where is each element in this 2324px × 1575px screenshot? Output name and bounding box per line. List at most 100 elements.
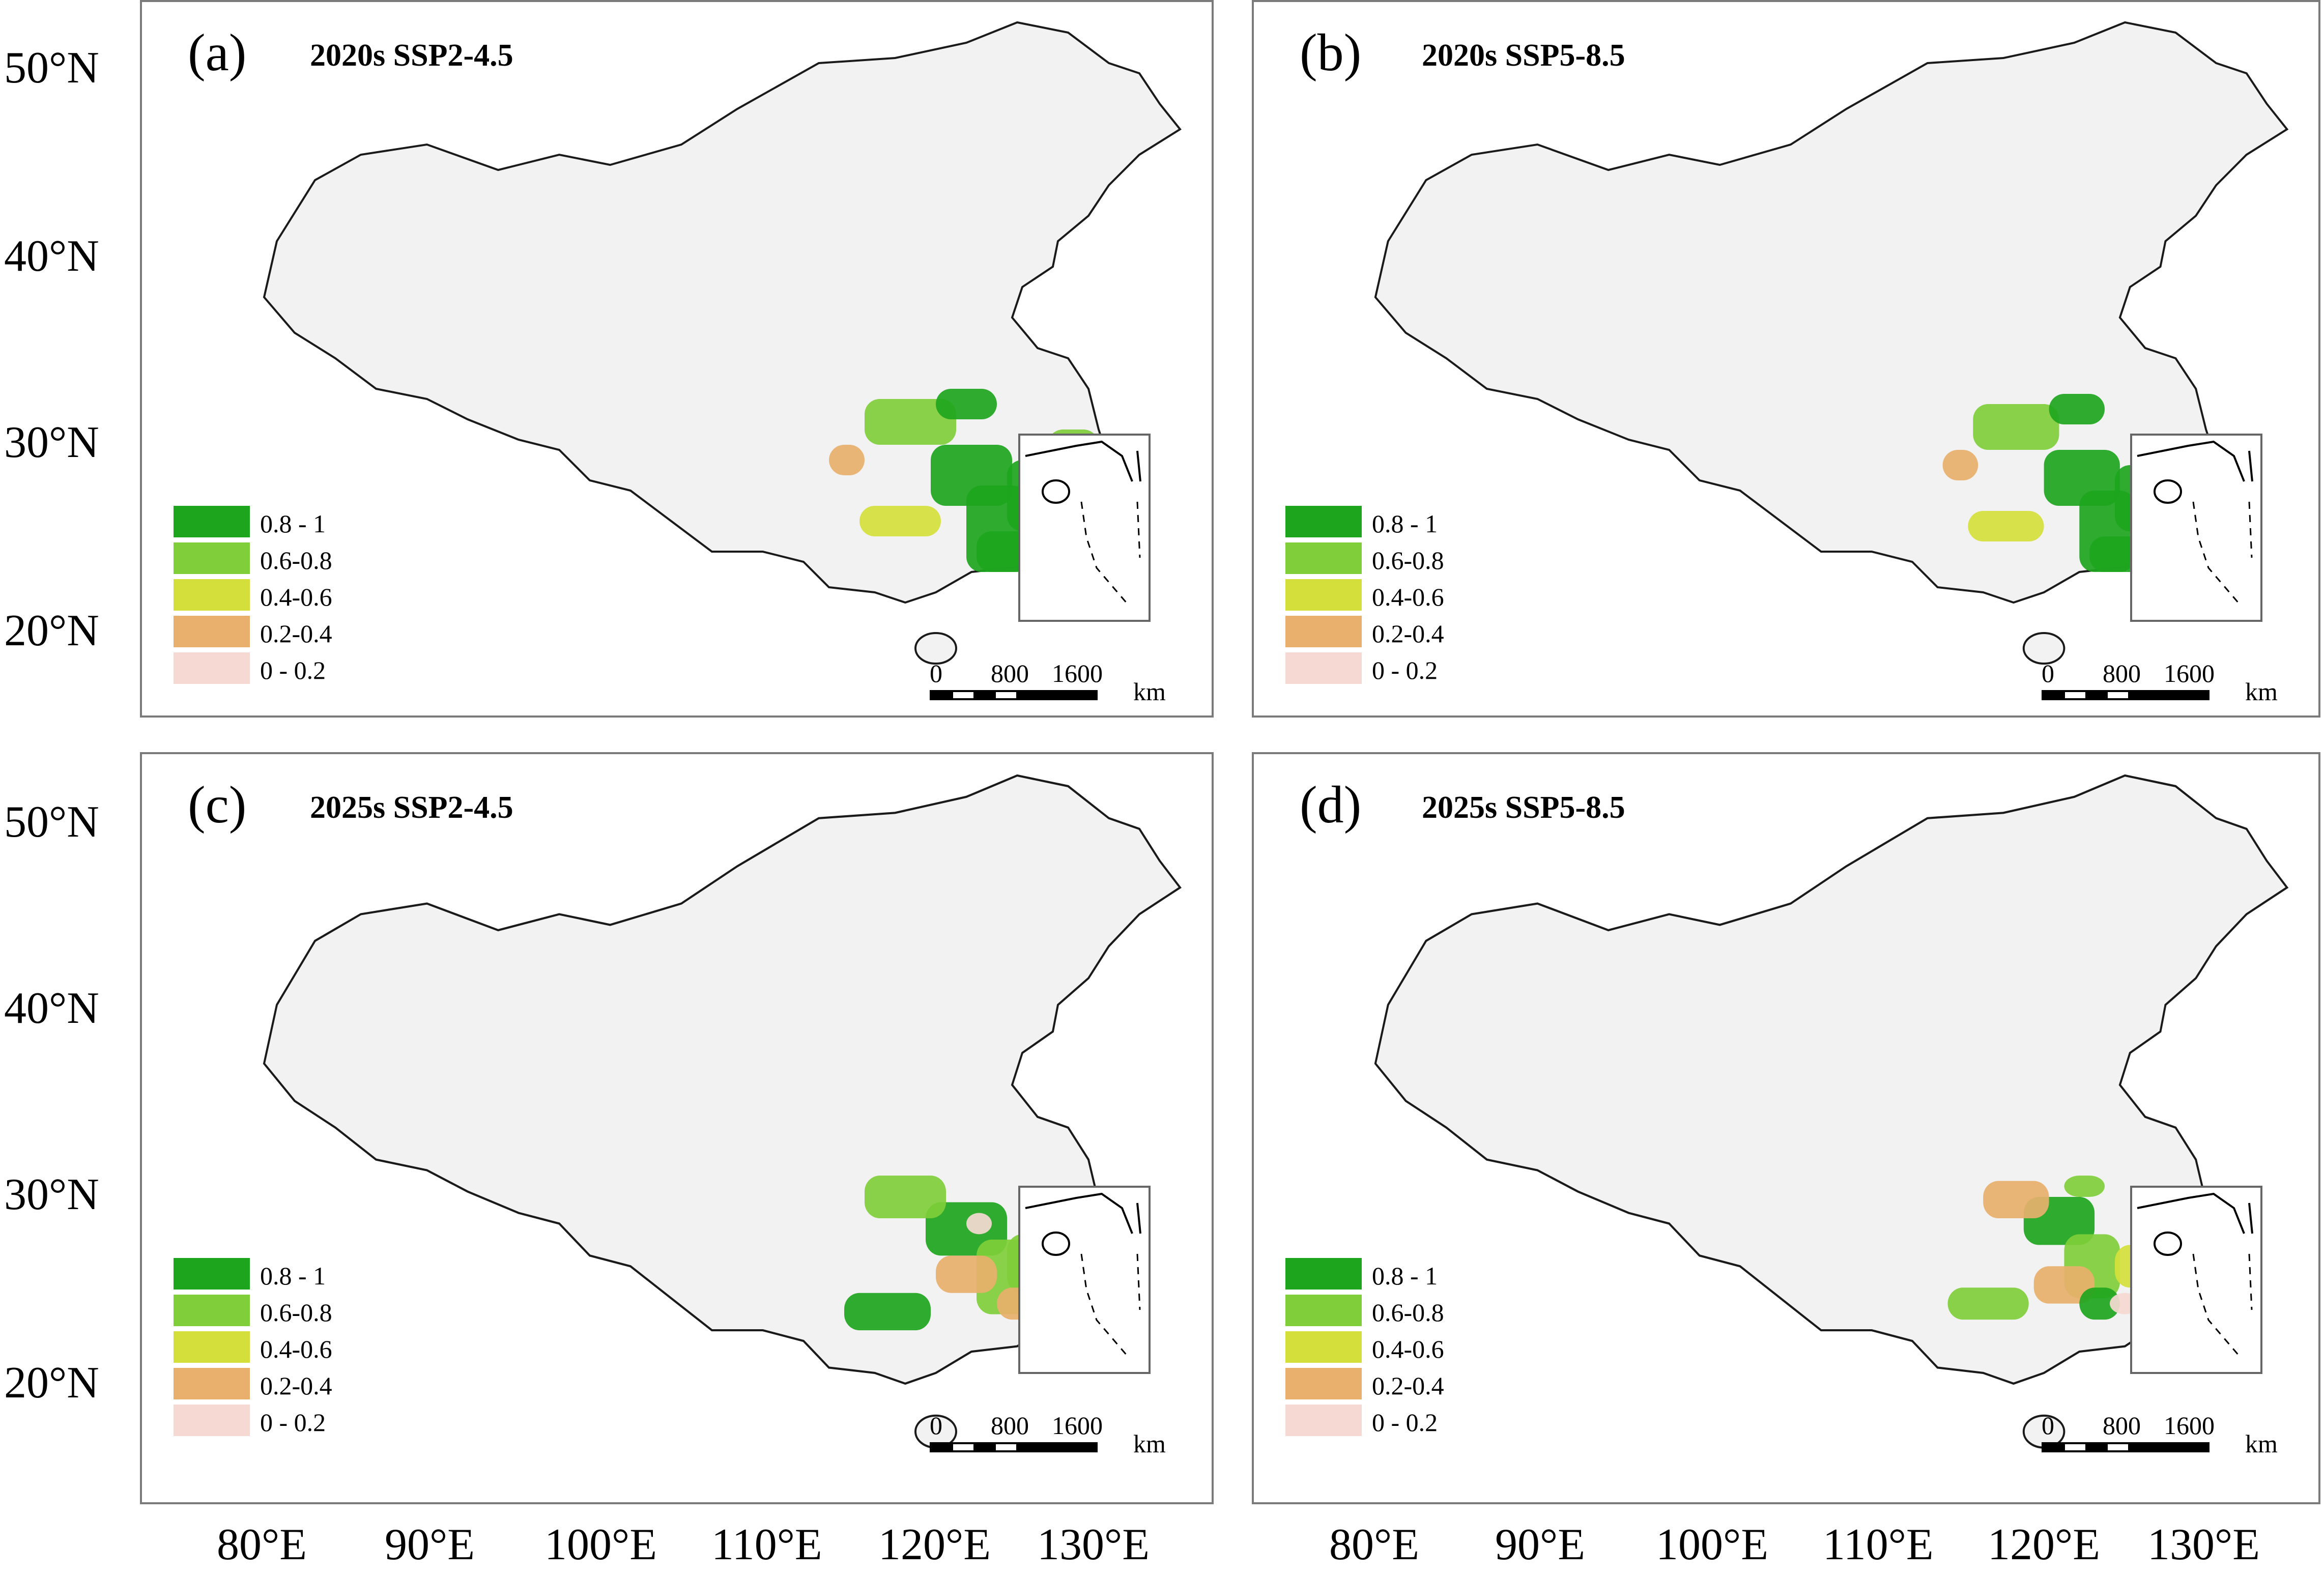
panel-letter-a: (a): [188, 23, 247, 82]
hainan-island-a: [914, 632, 957, 665]
suitability-patch-c-3: [936, 1255, 997, 1293]
legend-label-b-4: 0 - 0.2: [1372, 656, 1438, 684]
scale-bar-segment-2-a: [996, 692, 1016, 698]
legend-swatch-c-2: [174, 1331, 250, 1363]
inset-drawing-b: [2137, 440, 2253, 604]
suitability-patch-c-4: [844, 1293, 931, 1331]
suitability-patch-d-2: [1983, 1181, 2049, 1218]
scale-tick-800-d: 800: [2103, 1411, 2141, 1440]
lat-label-30-bottom: 30°N: [4, 1170, 99, 1219]
panel-a: (a) 2020s SSP2-4.5 0.8 - 1 0.6-0.8 0.4-0.6 0.…: [140, 0, 1214, 718]
scale-unit-a: km: [1133, 677, 1166, 706]
legend-swatch-c-4: [174, 1405, 250, 1436]
inset-map-c: [1018, 1186, 1151, 1374]
scale-tick-800-b: 800: [2103, 659, 2141, 688]
legend-swatch-d-0: [1285, 1258, 1362, 1290]
legend-swatch-c-1: [174, 1295, 250, 1326]
lat-label-40-top: 40°N: [4, 232, 99, 281]
lon-label-90-left: 90°E: [385, 1520, 475, 1569]
panel-title-a: 2020s SSP2-4.5: [310, 38, 513, 73]
suitability-patch-c-8: [966, 1213, 992, 1235]
legend-label-c-3: 0.2-0.4: [260, 1371, 332, 1400]
scale-tick-800-c: 800: [991, 1411, 1029, 1440]
legend-swatch-a-1: [174, 542, 250, 574]
legend-swatch-b-2: [1285, 579, 1362, 611]
scale-bar-b: 0 800 1600 km: [2042, 658, 2278, 715]
suitability-patch-d-4: [1947, 1287, 2029, 1320]
scale-tick-1600-a: 1600: [1052, 659, 1103, 688]
scale-bar-segment-1-b: [2065, 692, 2085, 698]
scale-unit-c: km: [1133, 1429, 1166, 1458]
lon-label-120-left: 120°E: [878, 1520, 991, 1569]
legend-swatch-b-3: [1285, 616, 1362, 647]
lat-label-30-top: 30°N: [4, 418, 99, 467]
legend-swatch-c-0: [174, 1258, 250, 1290]
panel-letter-c: (c): [188, 776, 247, 834]
inset-map-a: [1018, 434, 1151, 622]
legend-swatch-b-0: [1285, 506, 1362, 537]
inset-drawing-a: [1025, 440, 1141, 604]
suitability-patch-d-5: [2079, 1287, 2120, 1320]
panel-title-d: 2025s SSP5-8.5: [1422, 790, 1625, 825]
legend-label-b-2: 0.4-0.6: [1372, 583, 1444, 611]
suitability-patch-a-6: [859, 506, 941, 536]
lon-label-100-left: 100°E: [544, 1520, 657, 1569]
lon-label-80-right: 80°E: [1329, 1520, 1419, 1569]
legend-label-c-1: 0.6-0.8: [260, 1298, 332, 1327]
legend-swatch-d-3: [1285, 1368, 1362, 1399]
lon-label-130-left: 130°E: [1037, 1520, 1150, 1569]
legend-label-c-2: 0.4-0.6: [260, 1335, 332, 1363]
suitability-patch-a-11: [936, 389, 997, 419]
legend-label-b-0: 0.8 - 1: [1372, 509, 1438, 538]
scale-tick-1600-c: 1600: [1052, 1411, 1103, 1440]
lon-label-100-right: 100°E: [1656, 1520, 1768, 1569]
suitability-patch-b-11: [2049, 394, 2105, 424]
legend-label-d-2: 0.4-0.6: [1372, 1335, 1444, 1363]
scale-tick-0-c: 0: [930, 1411, 942, 1440]
lon-label-80-left: 80°E: [217, 1520, 307, 1569]
panel-letter-b: (b): [1300, 23, 1362, 82]
scale-bar-segment-1-c: [953, 1444, 973, 1450]
scale-bar-segment-2-d: [2108, 1444, 2128, 1450]
legend-label-c-0: 0.8 - 1: [260, 1262, 326, 1290]
lon-label-110-left: 110°E: [711, 1520, 822, 1569]
legend-label-d-0: 0.8 - 1: [1372, 1262, 1438, 1290]
legend-swatch-a-4: [174, 652, 250, 684]
suitability-patch-d-10: [2064, 1176, 2105, 1197]
scale-tick-800-a: 800: [991, 659, 1029, 688]
scale-bar-c: 0 800 1600 km: [930, 1411, 1166, 1472]
suitability-patch-a-2: [865, 399, 956, 445]
scale-bar-segment-1-a: [953, 692, 973, 698]
inset-drawing-c: [1025, 1192, 1141, 1356]
scale-tick-0-d: 0: [2042, 1411, 2054, 1440]
suitability-patch-b-7: [1942, 450, 1978, 480]
lat-label-20-top: 20°N: [4, 606, 99, 655]
scale-tick-1600-b: 1600: [2164, 659, 2215, 688]
suitability-patch-c-2: [865, 1176, 946, 1218]
scale-bar-d: 0 800 1600 km: [2042, 1411, 2278, 1472]
legend-label-a-2: 0.4-0.6: [260, 583, 332, 611]
panel-title-c: 2025s SSP2-4.5: [310, 790, 513, 825]
legend-label-d-4: 0 - 0.2: [1372, 1408, 1438, 1437]
legend-label-a-0: 0.8 - 1: [260, 509, 326, 538]
scale-tick-1600-d: 1600: [2164, 1411, 2215, 1440]
inset-map-b: [2130, 434, 2262, 622]
lat-label-50-top: 50°N: [4, 43, 99, 93]
legend-swatch-c-3: [174, 1368, 250, 1399]
scale-bar-segment-2-b: [2108, 692, 2128, 698]
panel-d: (d) 2025s SSP5-8.5 0.8 - 1 0.6-0.8 0.4-0.6 0.…: [1252, 752, 2320, 1504]
scale-tick-0-a: 0: [930, 659, 942, 688]
legend-label-d-3: 0.2-0.4: [1372, 1371, 1444, 1400]
legend-label-a-3: 0.2-0.4: [260, 619, 332, 648]
legend-swatch-d-1: [1285, 1295, 1362, 1326]
suitability-patch-b-2: [1973, 404, 2059, 450]
lon-label-110-right: 110°E: [1823, 1520, 1934, 1569]
legend-swatch-a-0: [174, 506, 250, 537]
legend-swatch-b-4: [1285, 652, 1362, 684]
suitability-patch-a-7: [829, 445, 865, 475]
inset-map-d: [2130, 1186, 2262, 1374]
legend-swatch-b-1: [1285, 542, 1362, 574]
scale-tick-0-b: 0: [2042, 659, 2054, 688]
legend-label-c-4: 0 - 0.2: [260, 1408, 326, 1437]
